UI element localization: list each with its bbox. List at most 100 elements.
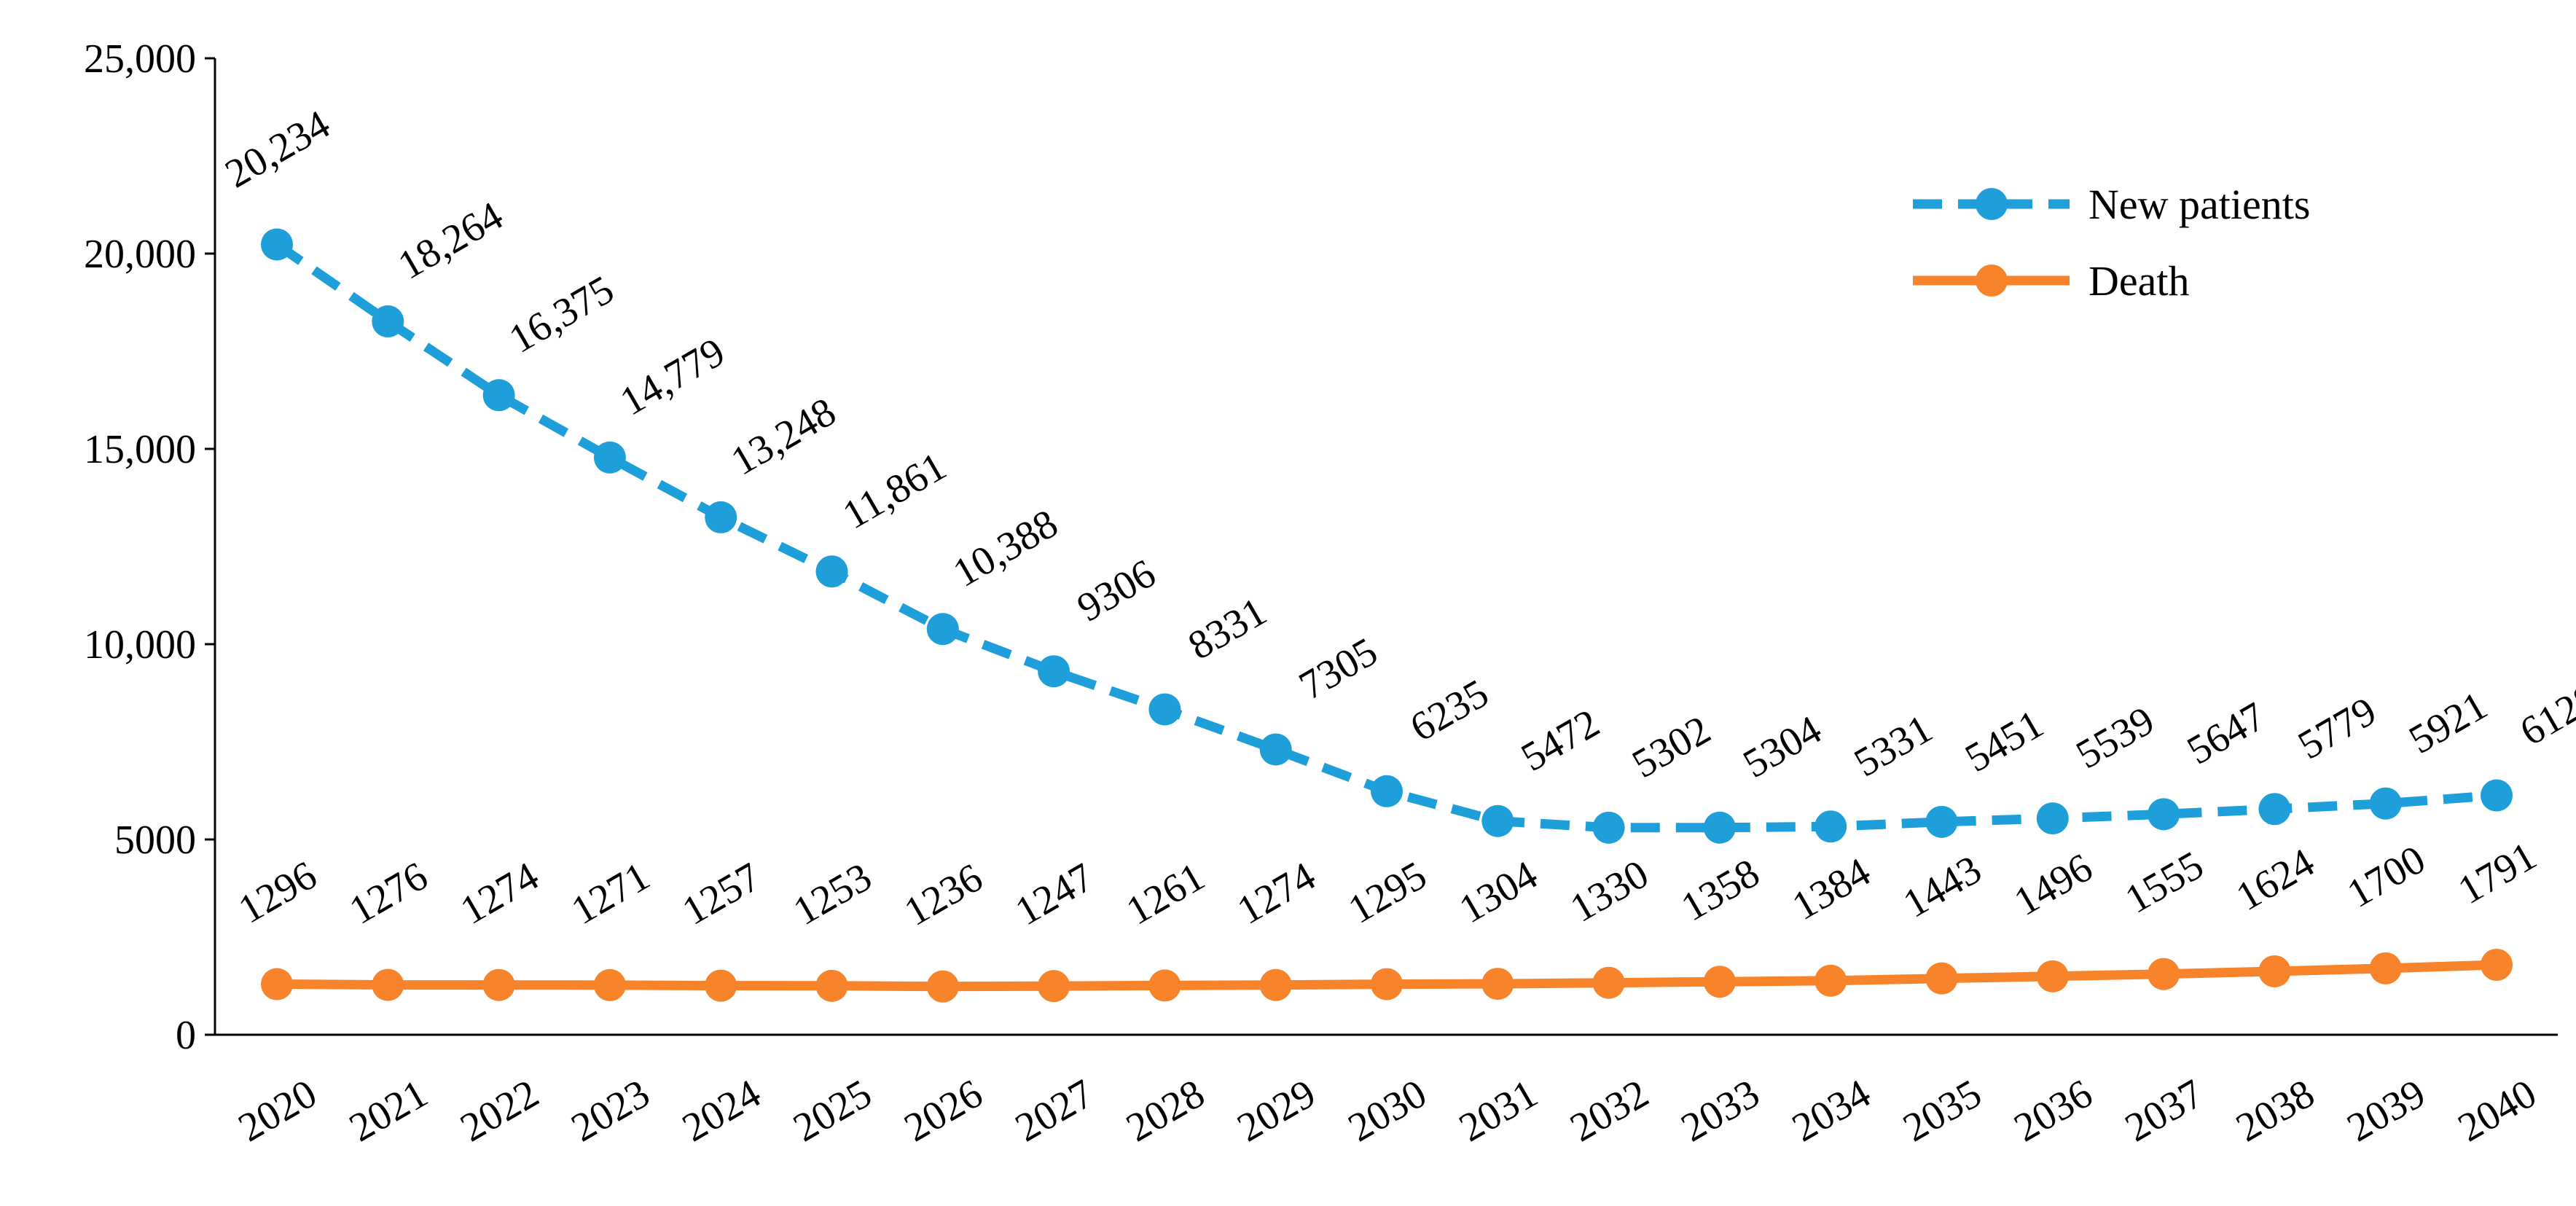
- x-tick-label: 2038: [2228, 1071, 2322, 1151]
- data-point: [372, 968, 404, 1001]
- series-layer: [261, 228, 2513, 1003]
- data-label: 10,388: [946, 501, 1065, 596]
- data-point: [482, 379, 515, 412]
- data-label: 1253: [786, 854, 880, 934]
- data-point: [372, 305, 404, 338]
- data-label: 5539: [2069, 698, 2162, 778]
- x-tick-label: 2036: [2007, 1071, 2100, 1151]
- data-point: [1148, 693, 1181, 726]
- data-label: 1358: [1674, 850, 1767, 931]
- y-tick-label: 5000: [114, 818, 196, 863]
- data-point: [261, 228, 293, 261]
- y-tick-label: 20,000: [84, 232, 196, 277]
- data-label: 1257: [675, 854, 768, 934]
- x-tick-label: 2031: [1452, 1071, 1545, 1151]
- data-point: [2148, 798, 2180, 831]
- data-point: [1148, 969, 1181, 1002]
- data-label: 5331: [1847, 706, 1940, 786]
- legend: New patients Death: [1913, 181, 2310, 305]
- data-label: 5779: [2290, 689, 2384, 769]
- legend-label: New patients: [2088, 181, 2310, 228]
- data-point: [1038, 970, 1070, 1003]
- x-tick-label: 2021: [342, 1071, 435, 1151]
- data-point: [593, 441, 626, 474]
- data-label: 1296: [231, 853, 324, 933]
- y-tick-label: 10,000: [84, 622, 196, 667]
- data-label: 8331: [1181, 589, 1274, 669]
- x-tick-label: 2023: [564, 1071, 657, 1151]
- data-point: [482, 968, 515, 1001]
- data-label: 1555: [2118, 842, 2211, 923]
- x-tick-label: 2027: [1008, 1071, 1101, 1151]
- data-label: 14,779: [613, 329, 732, 425]
- data-point: [926, 970, 959, 1003]
- data-point: [1371, 968, 1403, 1001]
- y-axis: 0 5000 10,000 15,000 20,000 25,000: [84, 36, 216, 1058]
- x-axis: 2020 2021 2022 2023 2024 2025 2026 2027 2028 2029…: [215, 1033, 2558, 1151]
- legend-label: Death: [2088, 257, 2190, 305]
- data-point: [705, 501, 737, 533]
- data-point: [2258, 955, 2291, 987]
- data-point: [1592, 811, 1625, 844]
- x-tick-label: 2034: [1785, 1071, 1878, 1151]
- data-point: [2036, 802, 2069, 835]
- data-point: [1481, 968, 1514, 1001]
- data-label: 5302: [1625, 707, 1718, 787]
- data-point: [1038, 655, 1070, 688]
- x-tick-label: 2032: [1563, 1071, 1656, 1151]
- data-point: [1814, 964, 1847, 997]
- x-tick-label: 2040: [2451, 1071, 2544, 1151]
- data-label: 1443: [1896, 847, 1989, 927]
- data-label: 13,248: [724, 389, 843, 485]
- data-label: 1330: [1563, 851, 1656, 931]
- data-point: [1481, 804, 1514, 837]
- data-label: 1295: [1341, 853, 1434, 933]
- x-tick-label: 2030: [1341, 1071, 1434, 1151]
- x-tick-label: 2039: [2340, 1071, 2433, 1151]
- data-label: 1276: [342, 853, 435, 933]
- legend-marker: [1976, 265, 2008, 297]
- data-label: 6235: [1403, 670, 1496, 751]
- x-tick-label: 2033: [1674, 1071, 1767, 1151]
- data-label: 1384: [1785, 849, 1878, 929]
- data-label: 5472: [1514, 700, 1607, 780]
- data-point: [2369, 787, 2402, 820]
- data-point: [2148, 958, 2180, 990]
- data-point: [2036, 960, 2069, 992]
- data-point: [1925, 805, 1958, 838]
- data-point: [815, 555, 848, 588]
- data-point: [593, 968, 626, 1001]
- data-label: 1791: [2451, 834, 2544, 914]
- data-label: 1304: [1452, 853, 1545, 933]
- x-tick-label: 2020: [231, 1071, 324, 1151]
- data-point: [1703, 966, 1736, 998]
- data-point: [1259, 733, 1292, 766]
- data-label: 11,861: [835, 444, 954, 539]
- data-label: 1247: [1008, 855, 1101, 935]
- data-point: [2481, 949, 2513, 982]
- data-point: [1371, 775, 1403, 807]
- data-point: [1925, 962, 1958, 995]
- data-label: 5647: [2180, 694, 2273, 774]
- data-point: [1703, 811, 1736, 844]
- y-tick-label: 15,000: [84, 427, 196, 472]
- data-point: [926, 613, 959, 646]
- data-point: [1259, 968, 1292, 1001]
- x-tick-label: 2037: [2118, 1071, 2211, 1151]
- data-label: 1624: [2228, 840, 2322, 920]
- data-label: 1496: [2007, 845, 2100, 925]
- x-tick-label: 2026: [897, 1071, 990, 1151]
- legend-marker: [1976, 188, 2008, 220]
- data-label: 1261: [1119, 854, 1212, 934]
- data-point: [815, 969, 848, 1002]
- data-point: [1814, 810, 1847, 843]
- x-tick-label: 2028: [1119, 1071, 1212, 1151]
- data-label: 5304: [1736, 707, 1829, 787]
- data-label: 18,264: [391, 193, 510, 289]
- data-label: 5451: [1958, 701, 2051, 781]
- data-label: 1236: [897, 855, 990, 935]
- x-tick-label: 2035: [1896, 1071, 1989, 1151]
- data-label: 6128: [2513, 675, 2576, 755]
- data-point: [705, 969, 737, 1002]
- data-point: [2369, 952, 2402, 984]
